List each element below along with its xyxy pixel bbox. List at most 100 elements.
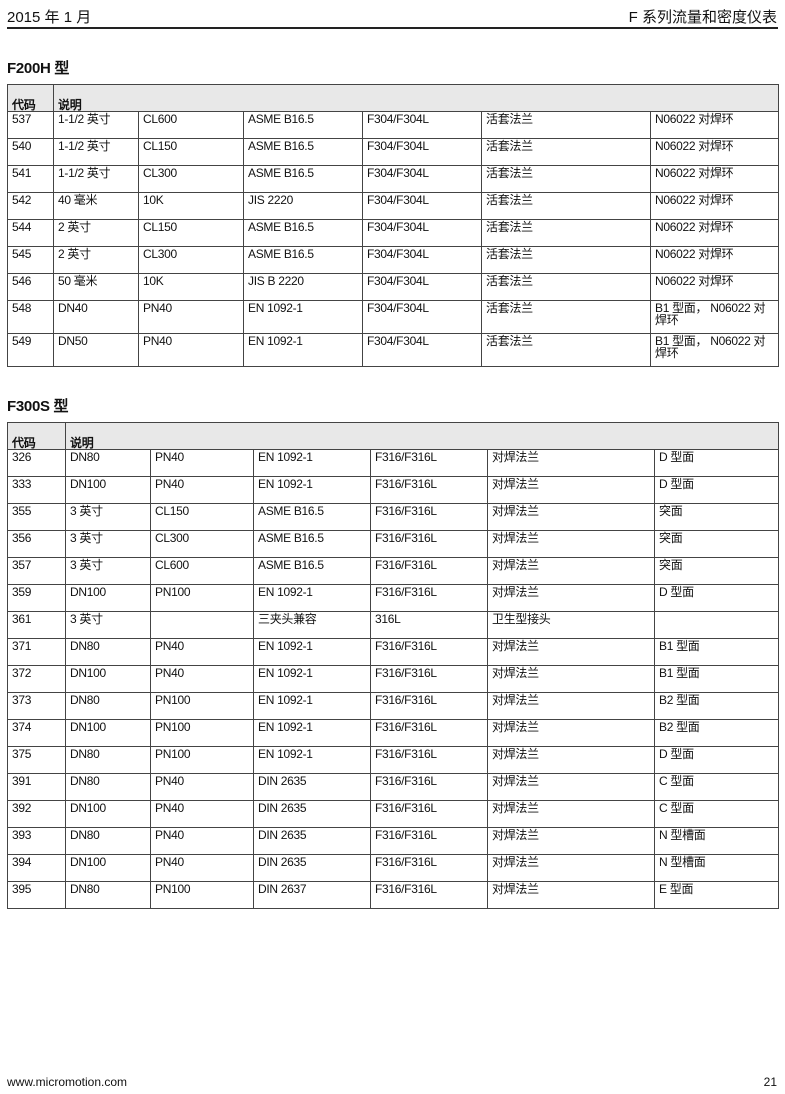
cell-material: F304/F304L [362, 246, 482, 274]
cell-flange-standard: JIS 2220 [243, 192, 363, 220]
section-title-f200h: F200H 型 [7, 60, 70, 77]
cell-facing: C 型面 [653, 800, 780, 828]
cell-flange-standard: ASME B16.5 [253, 503, 371, 531]
cell-flange-standard: EN 1092-1 [243, 333, 363, 367]
cell-material: F316/F316L [370, 665, 488, 693]
cell-material: F316/F316L [370, 800, 488, 828]
cell-size: 3 英寸 [65, 530, 151, 558]
cell-code: 395 [7, 881, 66, 909]
cell-size: DN80 [65, 449, 151, 477]
cell-flange-standard: DIN 2635 [253, 800, 371, 828]
table-row: 371 DN80 PN40 EN 1092-1 F316/F316L 对焊法兰 B1 型面 [7, 638, 780, 666]
cell-connection-type: 对焊法兰 [487, 503, 655, 531]
cell-flange-standard: EN 1092-1 [253, 476, 371, 504]
cell-code: 542 [7, 192, 54, 220]
cell-material: F316/F316L [370, 638, 488, 666]
cell-connection-type: 活套法兰 [481, 273, 651, 301]
table-row: 357 3 英寸 CL600 ASME B16.5 F316/F316L 对焊法兰 突面 [7, 557, 780, 585]
cell-material: F316/F316L [370, 530, 488, 558]
table-row: 375 DN80 PN100 EN 1092-1 F316/F316L 对焊法兰 D 型面 [7, 746, 780, 774]
cell-pressure-rating: CL600 [138, 111, 244, 139]
cell-pressure-rating: PN40 [150, 476, 254, 504]
cell-flange-standard: EN 1092-1 [253, 665, 371, 693]
cell-pressure-rating: PN40 [138, 333, 244, 367]
table-row: 326 DN80 PN40 EN 1092-1 F316/F316L 对焊法兰 D 型面 [7, 449, 780, 477]
table-row: 537 1-1/2 英寸 CL600 ASME B16.5 F304/F304L 活套法兰… [7, 111, 780, 139]
page-number: 21 [763, 1075, 777, 1089]
cell-code: 545 [7, 246, 54, 274]
cell-connection-type: 对焊法兰 [487, 719, 655, 747]
cell-flange-standard: DIN 2635 [253, 827, 371, 855]
cell-code: 355 [7, 503, 66, 531]
cell-pressure-rating: PN40 [150, 827, 254, 855]
cell-pressure-rating: PN40 [150, 638, 254, 666]
cell-material: F316/F316L [370, 557, 488, 585]
cell-facing: D 型面 [653, 746, 780, 774]
cell-connection-type: 活套法兰 [481, 111, 651, 139]
cell-facing: B1 型面， N06022 对焊环 [649, 300, 780, 334]
cell-connection-type: 对焊法兰 [487, 449, 655, 477]
table-row: 373 DN80 PN100 EN 1092-1 F316/F316L 对焊法兰 B2 型面 [7, 692, 780, 720]
cell-facing: B2 型面 [653, 719, 780, 747]
cell-material: F316/F316L [370, 746, 488, 774]
cell-connection-type: 活套法兰 [481, 246, 651, 274]
cell-code: 374 [7, 719, 66, 747]
cell-pressure-rating: CL150 [138, 138, 244, 166]
cell-pressure-rating: PN40 [138, 300, 244, 334]
cell-connection-type: 对焊法兰 [487, 800, 655, 828]
cell-size: DN80 [65, 638, 151, 666]
cell-pressure-rating: PN100 [150, 881, 254, 909]
cell-connection-type: 活套法兰 [481, 333, 651, 367]
cell-facing: D 型面 [653, 584, 780, 612]
column-header-description: 说明 [52, 84, 780, 112]
cell-flange-standard: EN 1092-1 [243, 300, 363, 334]
cell-pressure-rating: PN100 [150, 584, 254, 612]
cell-material: F304/F304L [362, 300, 482, 334]
table-row: 549 DN50 PN40 EN 1092-1 F304/F304L 活套法兰 B1 型面，… [7, 333, 780, 367]
cell-flange-standard: EN 1092-1 [253, 584, 371, 612]
cell-facing: 突面 [653, 557, 780, 585]
cell-flange-standard: EN 1092-1 [253, 746, 371, 774]
cell-size: DN80 [65, 746, 151, 774]
cell-flange-standard: 三夹头兼容 [253, 611, 371, 639]
cell-connection-type: 卫生型接头 [487, 611, 655, 639]
cell-facing: N06022 对焊环 [649, 246, 780, 274]
cell-code: 393 [7, 827, 66, 855]
cell-pressure-rating: CL150 [150, 503, 254, 531]
footer-url[interactable]: www.micromotion.com [7, 1075, 128, 1089]
table-row: 391 DN80 PN40 DIN 2635 F316/F316L 对焊法兰 C 型面 [7, 773, 780, 801]
table-row: 394 DN100 PN40 DIN 2635 F316/F316L 对焊法兰 N 型槽面 [7, 854, 780, 882]
cell-connection-type: 对焊法兰 [487, 665, 655, 693]
cell-pressure-rating: PN40 [150, 800, 254, 828]
cell-connection-type: 对焊法兰 [487, 476, 655, 504]
cell-code: 373 [7, 692, 66, 720]
cell-pressure-rating: 10K [138, 273, 244, 301]
cell-code: 548 [7, 300, 54, 334]
table-row: 359 DN100 PN100 EN 1092-1 F316/F316L 对焊法兰 D 型面 [7, 584, 780, 612]
cell-connection-type: 对焊法兰 [487, 773, 655, 801]
cell-size: 2 英寸 [53, 246, 139, 274]
cell-pressure-rating: CL300 [150, 530, 254, 558]
f300s-code-table: 代码 说明 326 DN80 PN40 EN 1092-1 F316/F316L 对焊法兰… [7, 422, 780, 909]
section-title-f300s: F300S 型 [7, 398, 69, 415]
cell-facing: N 型槽面 [653, 854, 780, 882]
cell-material: F316/F316L [370, 476, 488, 504]
cell-code: 359 [7, 584, 66, 612]
cell-material: F316/F316L [370, 881, 488, 909]
cell-connection-type: 活套法兰 [481, 138, 651, 166]
cell-connection-type: 活套法兰 [481, 165, 651, 193]
cell-material: F316/F316L [370, 773, 488, 801]
cell-flange-standard: DIN 2635 [253, 854, 371, 882]
cell-flange-standard: ASME B16.5 [253, 530, 371, 558]
cell-flange-standard: DIN 2635 [253, 773, 371, 801]
column-header-description: 说明 [64, 422, 780, 450]
cell-connection-type: 对焊法兰 [487, 827, 655, 855]
cell-connection-type: 对焊法兰 [487, 881, 655, 909]
cell-facing: N06022 对焊环 [649, 138, 780, 166]
cell-size: 1-1/2 英寸 [53, 165, 139, 193]
column-header-code: 代码 [7, 84, 54, 112]
cell-pressure-rating: CL300 [138, 165, 244, 193]
cell-material: F316/F316L [370, 503, 488, 531]
cell-facing: D 型面 [653, 476, 780, 504]
cell-connection-type: 对焊法兰 [487, 530, 655, 558]
